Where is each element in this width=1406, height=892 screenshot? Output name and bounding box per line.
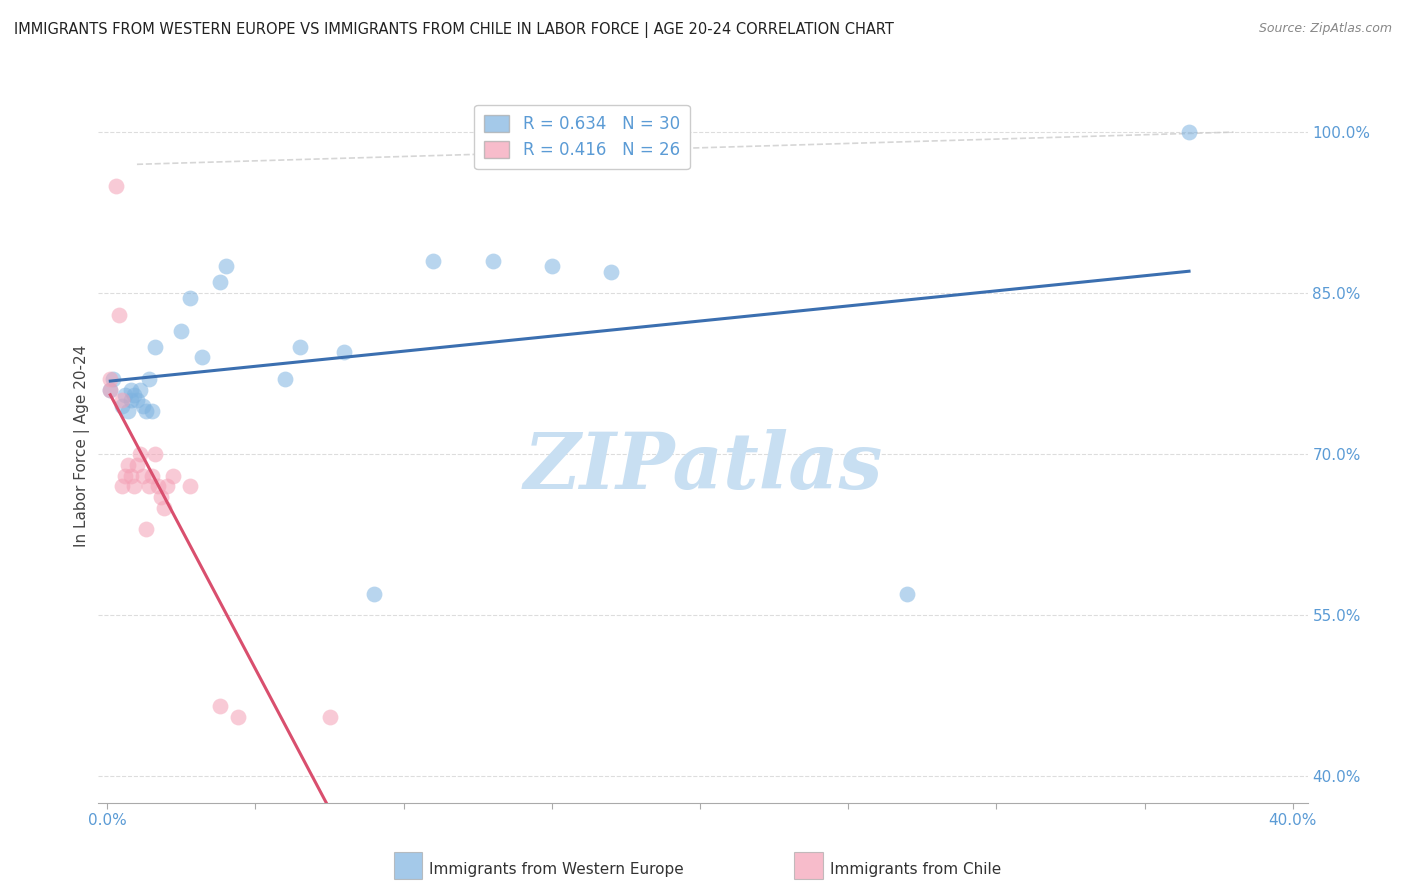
Y-axis label: In Labor Force | Age 20-24: In Labor Force | Age 20-24: [75, 345, 90, 547]
Point: [114, 468, 136, 483]
Point: [141, 404, 163, 418]
Point: [125, 393, 148, 408]
Point: [135, 522, 157, 536]
Point: [111, 479, 134, 493]
Point: [117, 458, 139, 472]
Text: ZIPatlas: ZIPatlas: [523, 429, 883, 506]
Point: [274, 372, 297, 386]
Text: IMMIGRANTS FROM WESTERN EUROPE VS IMMIGRANTS FROM CHILE IN LABOR FORCE | AGE 20-: IMMIGRANTS FROM WESTERN EUROPE VS IMMIGR…: [14, 22, 894, 38]
Legend: R = 0.634   N = 30, R = 0.416   N = 26: R = 0.634 N = 30, R = 0.416 N = 26: [474, 104, 690, 169]
Point: [132, 468, 155, 483]
Point: [170, 324, 193, 338]
Point: [422, 253, 444, 268]
Point: [141, 468, 163, 483]
Point: [143, 447, 166, 461]
Point: [117, 404, 139, 418]
Point: [120, 393, 142, 408]
Point: [129, 383, 152, 397]
Point: [138, 372, 160, 386]
Point: [1178, 125, 1201, 139]
Point: [152, 500, 174, 515]
Point: [162, 468, 184, 483]
Text: Immigrants from Western Europe: Immigrants from Western Europe: [429, 863, 683, 877]
Point: [120, 383, 142, 397]
Point: [103, 372, 125, 386]
Point: [111, 399, 134, 413]
Point: [138, 479, 160, 493]
Point: [135, 404, 157, 418]
Point: [540, 259, 562, 273]
Point: [122, 388, 145, 402]
Point: [143, 340, 166, 354]
Point: [481, 253, 503, 268]
Point: [363, 586, 385, 600]
Point: [98, 383, 121, 397]
Point: [98, 372, 121, 386]
Text: Immigrants from Chile: Immigrants from Chile: [830, 863, 1001, 877]
Point: [208, 276, 231, 290]
Point: [318, 710, 340, 724]
Point: [149, 490, 172, 504]
Point: [333, 345, 356, 359]
Point: [226, 710, 249, 724]
Point: [215, 259, 238, 273]
Point: [896, 586, 918, 600]
Text: Source: ZipAtlas.com: Source: ZipAtlas.com: [1258, 22, 1392, 36]
Point: [108, 308, 131, 322]
Point: [111, 393, 134, 408]
Point: [129, 447, 152, 461]
Point: [132, 399, 155, 413]
Point: [125, 458, 148, 472]
Point: [120, 468, 142, 483]
Point: [114, 388, 136, 402]
Point: [146, 479, 169, 493]
Point: [179, 292, 201, 306]
Point: [179, 479, 201, 493]
Point: [105, 178, 128, 193]
Point: [155, 479, 177, 493]
Point: [600, 265, 623, 279]
Point: [122, 479, 145, 493]
Point: [98, 383, 121, 397]
Point: [191, 351, 214, 365]
Point: [288, 340, 311, 354]
Point: [208, 699, 231, 714]
